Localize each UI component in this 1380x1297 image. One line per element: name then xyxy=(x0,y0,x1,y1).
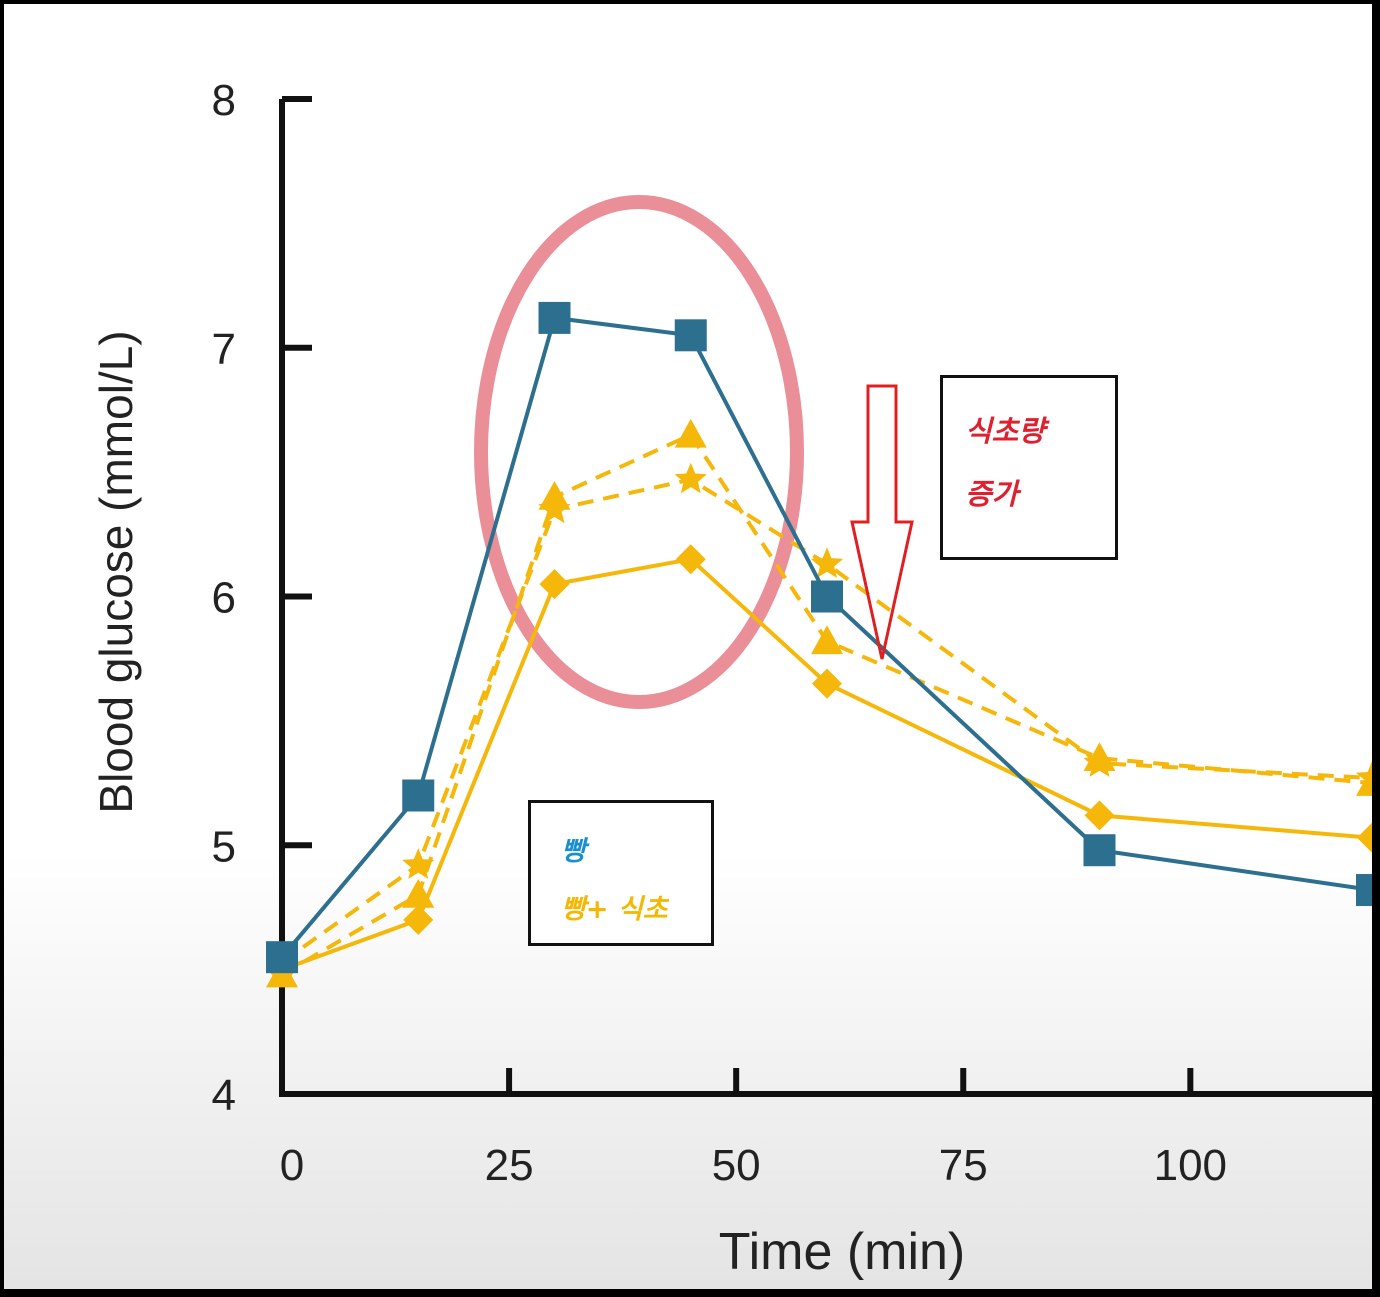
data-point-square xyxy=(1083,834,1116,867)
y-tick-label: 8 xyxy=(212,76,236,125)
data-point-triangle xyxy=(674,418,707,448)
data-point-diamond xyxy=(675,544,706,575)
data-point-triangle xyxy=(1356,767,1372,796)
data-point-square xyxy=(674,319,707,352)
annotation-box: 식초량 증가 xyxy=(940,375,1118,560)
data-point-star xyxy=(810,547,844,578)
chart-canvas: 4 5 6 7 8 0 25 50 75 100 Time (min) Blood glucose (… xyxy=(90,76,1372,1281)
data-point-square xyxy=(811,580,843,613)
y-tick-label: 4 xyxy=(212,1071,236,1120)
y-tick-label: 6 xyxy=(212,574,236,623)
down-arrow-icon xyxy=(850,384,914,660)
x-tick-label: 50 xyxy=(712,1141,761,1190)
data-point-triangle xyxy=(1083,742,1116,771)
series-line-diamond xyxy=(281,557,1372,972)
data-point-triangle xyxy=(538,481,571,510)
x-tick-label: 75 xyxy=(939,1141,988,1190)
data-point-square xyxy=(538,301,571,334)
highlight-circle xyxy=(474,195,804,709)
data-point-diamond xyxy=(812,668,842,699)
legend-bread-vinegar-label: 빵+ 식초 xyxy=(561,894,668,925)
data-point-star xyxy=(674,462,707,494)
data-point-square xyxy=(1356,874,1372,907)
annotation-line-2: 증가 xyxy=(965,477,1019,511)
data-point-triangle xyxy=(811,625,843,655)
data-point-square xyxy=(266,941,298,974)
data-point-diamond xyxy=(539,569,570,600)
legend-box: 빵 빵+ 식초 xyxy=(528,800,714,946)
data-point-star xyxy=(402,848,435,879)
data-point-diamond xyxy=(403,904,434,935)
annotation-line-1: 식초량 xyxy=(965,414,1046,448)
data-point-square xyxy=(402,779,435,812)
x-tick-label: 0 xyxy=(280,1141,304,1190)
legend-bread-label: 빵 xyxy=(561,836,586,867)
chart-frame: 4 5 6 7 8 0 25 50 75 100 Time (min) Blood glucose (… xyxy=(4,4,1372,1289)
y-axis-title: Blood glucose (mmol/L) xyxy=(90,330,142,813)
x-axis-title: Time (min) xyxy=(719,1223,966,1281)
x-tick-label: 100 xyxy=(1154,1141,1227,1190)
data-point-diamond xyxy=(1084,800,1115,831)
data-point-diamond xyxy=(1357,822,1372,853)
y-tick-label: 5 xyxy=(212,822,236,871)
y-tick-label: 7 xyxy=(212,325,236,374)
x-tick-label: 25 xyxy=(485,1141,534,1190)
